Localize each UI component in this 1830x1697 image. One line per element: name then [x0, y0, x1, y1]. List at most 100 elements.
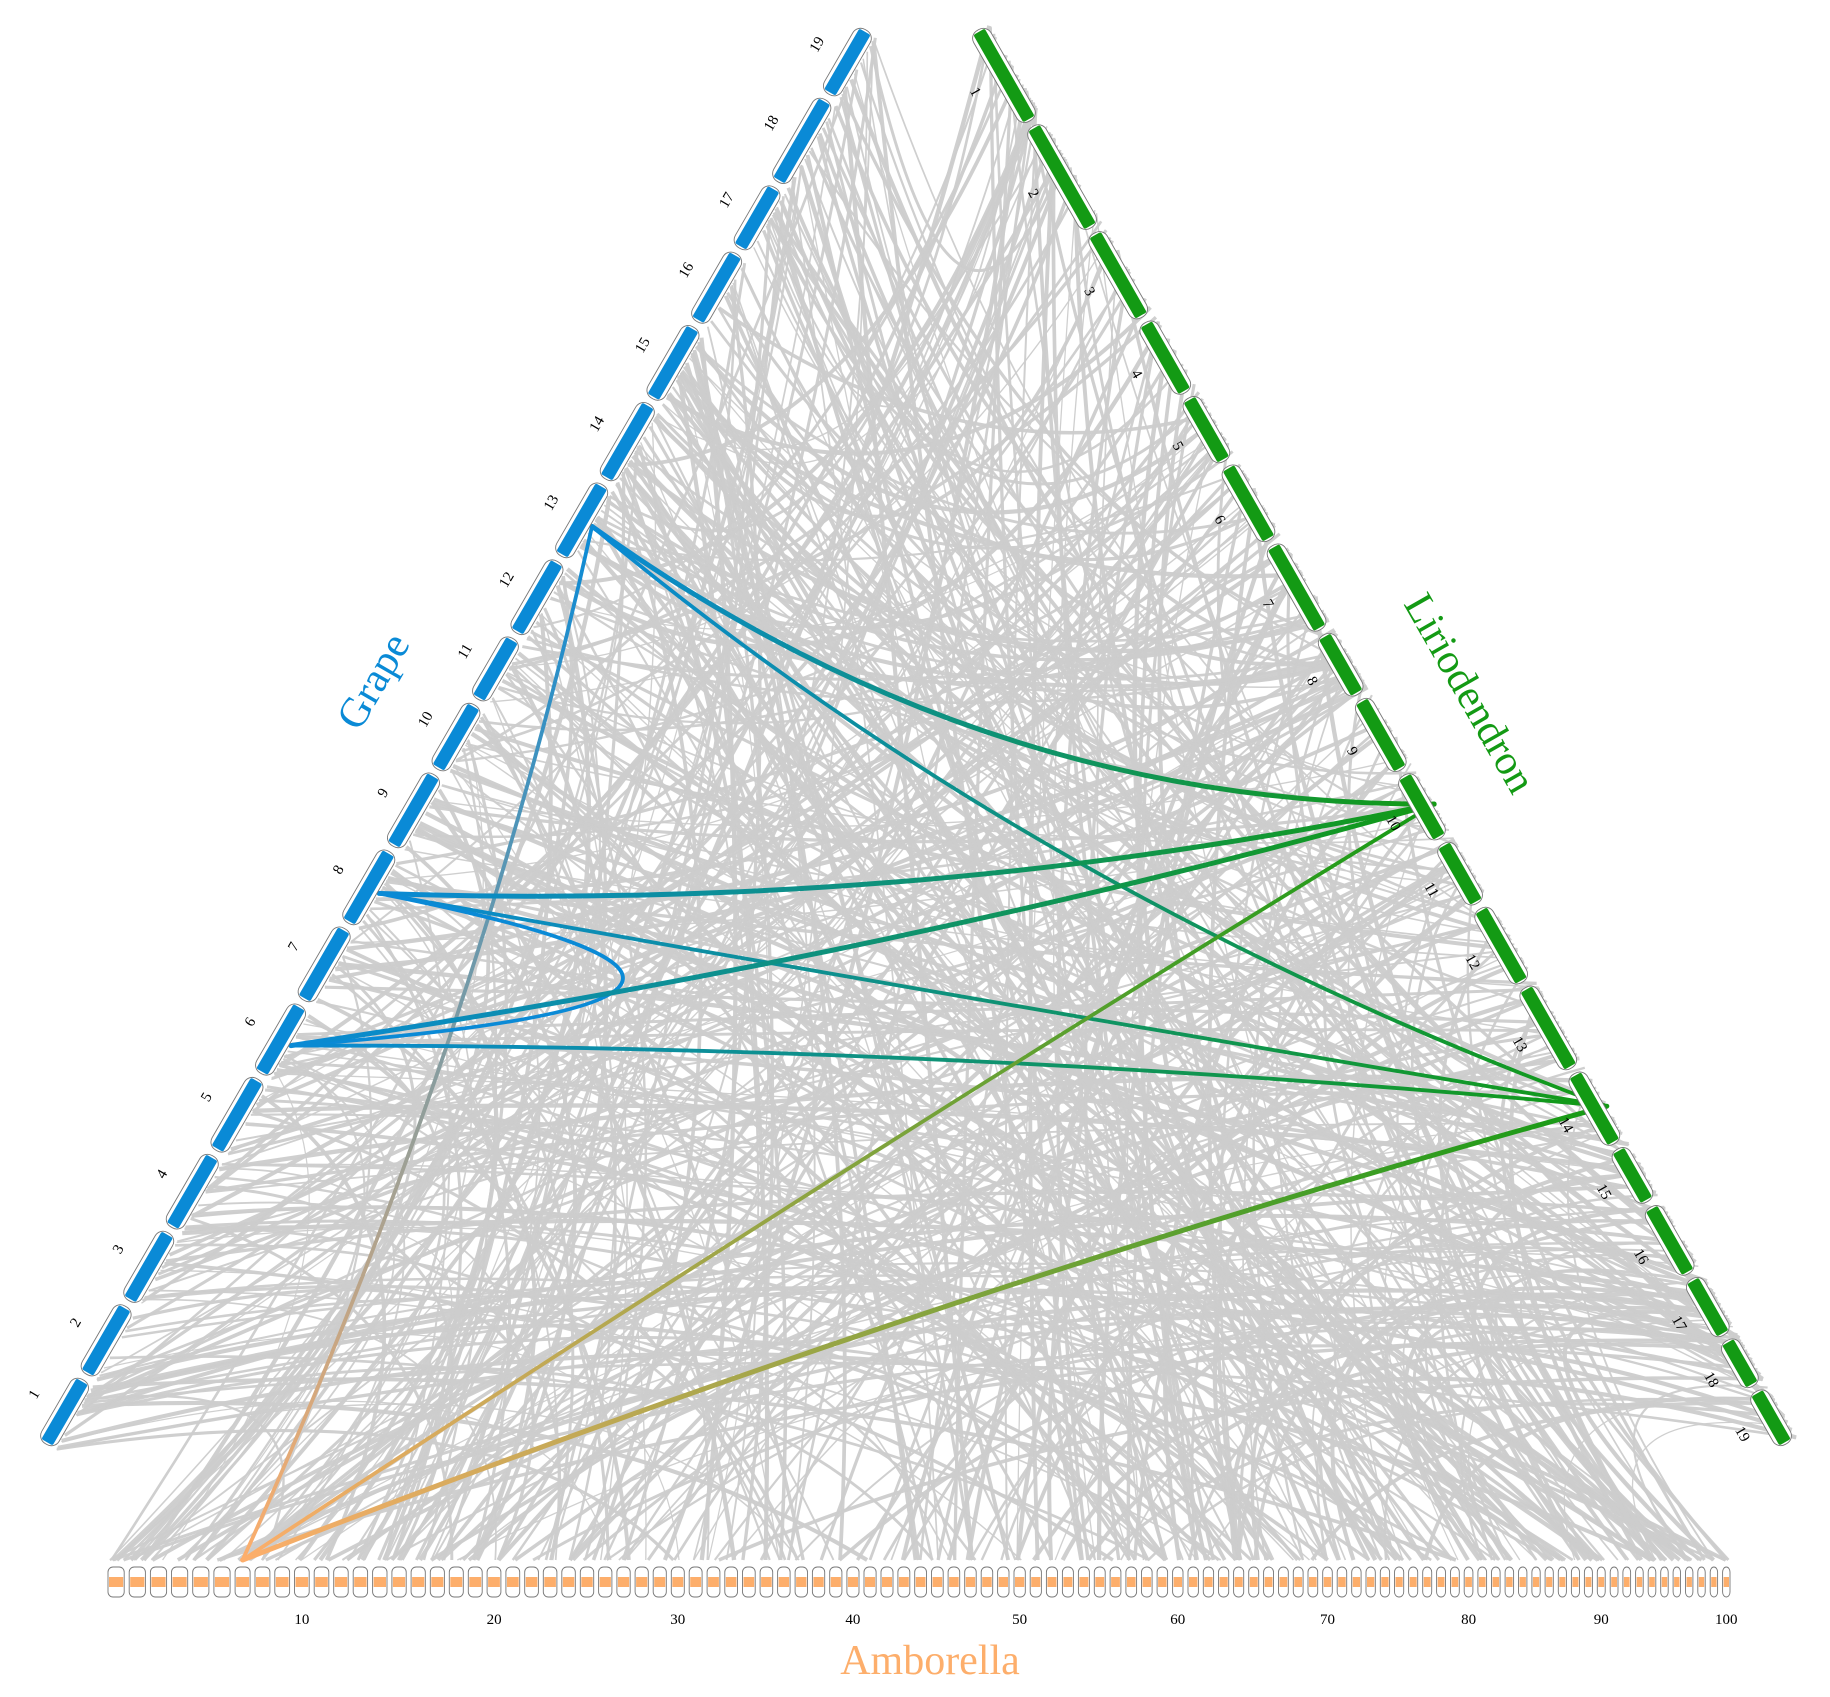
background-link [1286, 553, 1656, 1561]
background-link [360, 25, 992, 1562]
background-link [680, 373, 769, 1561]
background-link [541, 612, 628, 1561]
background-link [382, 614, 553, 1561]
background-link [262, 889, 473, 1561]
grape-chromosome-9 [386, 772, 440, 849]
liriodendron-chromosome-13 [1519, 985, 1578, 1071]
liriodendron-chromosome-17 [1685, 1276, 1730, 1338]
background-link [240, 955, 372, 1561]
background-link [568, 436, 1227, 1561]
amborella-scaffold-100 [1722, 1566, 1731, 1598]
background-link [144, 1284, 1220, 1562]
amborella-scaffold-25 [579, 1566, 595, 1598]
amborella-scaffold-48 [980, 1566, 994, 1598]
liriodendron-chromosome-16 [1644, 1205, 1695, 1276]
background-link [398, 105, 1037, 1561]
liriodendron-chromosome-4 [1139, 320, 1192, 395]
amborella-scaffold-6 [213, 1566, 231, 1598]
background-link [1060, 1376, 1797, 1561]
background-link [549, 419, 1216, 631]
amborella-scaffold-57 [1125, 1566, 1138, 1598]
amborella-scaffold-76 [1408, 1566, 1419, 1598]
amborella-scaffold-60 [1172, 1566, 1184, 1598]
background-link [766, 223, 1450, 831]
liriodendron-chromosome-label: 10 [1382, 813, 1403, 834]
amborella-scaffold-65 [1248, 1566, 1260, 1598]
background-link [919, 321, 1161, 1561]
background-link [271, 348, 1176, 1081]
grape-chromosome-label: 11 [455, 641, 476, 662]
background-link [594, 519, 1347, 681]
background-link [125, 1295, 1432, 1562]
background-link [388, 876, 1294, 1561]
highlighted-link-grape-8-to-liriodendron-14 [377, 891, 1609, 1109]
amborella-scaffold-7 [234, 1566, 251, 1598]
background-link [673, 720, 1388, 1561]
amborella-tick-label: 40 [845, 1612, 860, 1628]
background-link [278, 681, 1366, 1068]
amborella-scaffolds: 10 20 30 40 50 60 70 80 90 100 [107, 1566, 1738, 1628]
background-link [1052, 210, 1096, 1561]
liriodendron-chromosome-8 [1317, 632, 1364, 697]
amborella-scaffold-70 [1322, 1566, 1333, 1598]
liriodendron-chromosome-5 [1182, 396, 1231, 464]
background-link [341, 982, 1537, 1561]
background-link [165, 1190, 1669, 1263]
liriodendron-chromosome-label: 15 [1593, 1182, 1614, 1203]
liriodendron-chromosome-12 [1474, 906, 1528, 985]
background-link [808, 150, 1357, 669]
amborella-tick-label: 20 [487, 1612, 502, 1628]
grape-chromosome-label: 6 [242, 1015, 260, 1030]
background-link [1313, 596, 1643, 1562]
background-link [192, 107, 1038, 1562]
amborella-scaffold-82 [1491, 1566, 1501, 1598]
background-link [992, 33, 1166, 1561]
liriodendron-chromosome-15 [1611, 1147, 1654, 1204]
amborella-tick-label: 70 [1320, 1612, 1335, 1628]
background-link [1066, 161, 1689, 1561]
background-link [143, 965, 417, 1562]
amborella-scaffold-85 [1531, 1566, 1541, 1598]
grape-chromosome-label: 8 [330, 863, 348, 878]
background-link [462, 671, 1361, 1562]
amborella-scaffold-23 [542, 1566, 558, 1598]
background-link [834, 105, 1361, 677]
background-link [510, 664, 1397, 1561]
amborella-scaffold-71 [1336, 1566, 1348, 1598]
amborella-scaffold-59 [1156, 1566, 1169, 1598]
amborella-scaffold-69 [1307, 1566, 1319, 1598]
grape-chromosome-label: 5 [198, 1090, 216, 1105]
background-link [478, 474, 1248, 732]
amborella-scaffold-13 [352, 1566, 369, 1598]
background-link [264, 1088, 1302, 1562]
grape-chromosome-18 [772, 97, 832, 184]
highlighted-link-grape-8-to-grape-6 [289, 891, 625, 1048]
amborella-scaffold-44 [914, 1566, 927, 1598]
amborella-scaffold-22 [524, 1566, 539, 1598]
background-link [577, 550, 1097, 1561]
amborella-scaffold-62 [1202, 1566, 1215, 1598]
background-link [227, 799, 1432, 1155]
background-link [252, 1110, 800, 1561]
liriodendron-chromosome-label: 11 [1420, 880, 1441, 900]
liriodendron-chromosome-7 [1266, 543, 1327, 632]
amborella-scaffold-29 [652, 1566, 667, 1598]
amborella-scaffold-36 [777, 1566, 791, 1598]
amborella-scaffold-84 [1518, 1566, 1528, 1598]
amborella-scaffold-83 [1504, 1566, 1515, 1598]
amborella-scaffold-26 [598, 1566, 613, 1598]
grape-chromosome-label: 13 [541, 493, 562, 514]
amborella-scaffold-21 [505, 1566, 521, 1598]
grape-chromosome-label: 18 [761, 113, 782, 134]
amborella-scaffold-80 [1463, 1566, 1474, 1598]
highlighted-link-liriodendron-10-to-amborella-7 [240, 802, 1436, 1562]
grape-chromosome-label: 10 [415, 709, 436, 730]
amborella-scaffold-47 [964, 1566, 977, 1598]
background-link [654, 415, 1307, 652]
background-link [537, 42, 874, 1561]
liriodendron-chromosome-label: 13 [1509, 1034, 1530, 1055]
amborella-scaffold-11 [313, 1566, 330, 1598]
amborella-scaffold-78 [1436, 1566, 1446, 1598]
background-link [162, 1071, 310, 1561]
background-link [206, 152, 1064, 1191]
